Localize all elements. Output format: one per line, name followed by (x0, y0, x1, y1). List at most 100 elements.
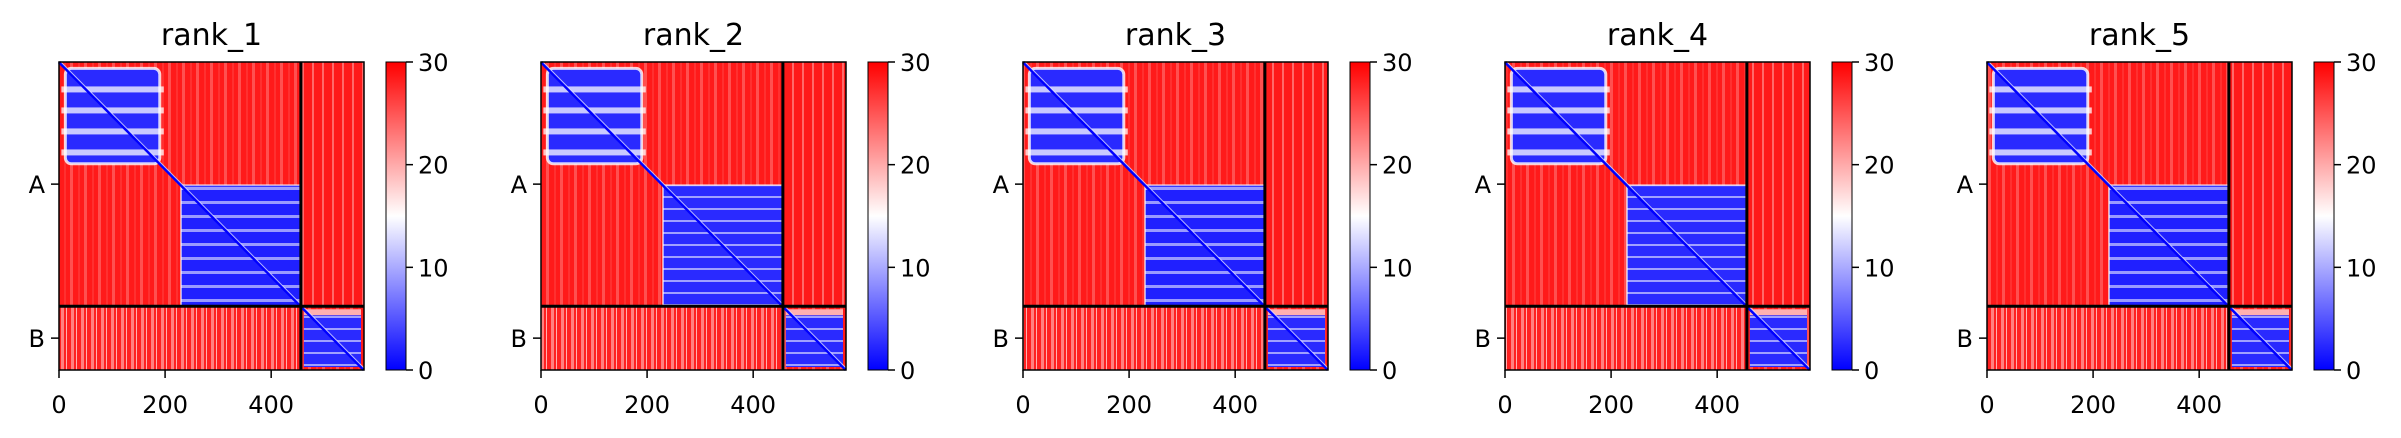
heatmap-panel-1: rank_1 0 200 400 A B 0 10 20 30 (29, 18, 449, 419)
colorbar (385, 61, 407, 371)
heatmap-domain-1-edge (1027, 66, 1126, 166)
colorbar (2313, 61, 2335, 371)
heatmap-chain-B-edge (1749, 309, 1807, 316)
colorbar-tick-label: 10 (1382, 254, 1413, 282)
colorbar-tick-label: 20 (1864, 152, 1895, 180)
heatmap-domain-1-edge (1509, 66, 1608, 166)
heatmap-panel-3: rank_3 0 200 400 A B 0 10 20 30 (993, 18, 1413, 419)
panel-title: rank_2 (643, 18, 744, 53)
heatmap-frame (1504, 61, 1811, 371)
heatmap-block-BA (1505, 306, 1747, 370)
heatmap-block-BA (1987, 306, 2229, 370)
heatmap-diagonal-highlight (60, 61, 367, 371)
heatmap-diagonal (1503, 60, 1812, 372)
y-tick-label: B (511, 325, 527, 353)
heatmap-domain-1-band (1025, 149, 1128, 156)
colorbar-tick-label: 20 (900, 152, 931, 180)
x-tick-label: 200 (2070, 391, 2116, 419)
x-tick-label: 0 (1497, 391, 1512, 419)
colorbar-tick-label: 30 (1382, 49, 1413, 77)
colorbar-tick-label: 0 (1382, 357, 1397, 385)
heatmap-block-BA (541, 306, 783, 370)
x-tick-label: 0 (51, 391, 66, 419)
x-tick-label: 200 (1106, 391, 1152, 419)
colorbar-tick-label: 10 (2346, 254, 2377, 282)
x-tick-label: 200 (142, 391, 188, 419)
x-tick-label: 400 (1212, 391, 1258, 419)
colorbar-tick-label: 0 (900, 357, 915, 385)
heatmap-domain-1-band (1507, 107, 1610, 114)
colorbar-tick-label: 0 (1864, 357, 1879, 385)
y-tick-label: B (29, 325, 45, 353)
heatmap-domain-1-band (543, 149, 646, 156)
heatmap-domain-1-band (1507, 128, 1610, 135)
y-tick-label: A (511, 171, 528, 199)
heatmap-domain-1-band (1507, 149, 1610, 156)
heatmap-frame (1022, 61, 1329, 371)
y-tick-label: A (29, 171, 46, 199)
heatmap-domain-1-band (61, 107, 164, 114)
heatmap-diagonal (1985, 60, 2294, 372)
heatmap-domain-1-band (1025, 86, 1128, 93)
heatmap-block-AB (2228, 62, 2292, 307)
heatmap-frame (58, 61, 365, 371)
colorbar-tick-label: 30 (2346, 49, 2377, 77)
heatmap-domain-1-band (1025, 107, 1128, 114)
heatmap-chain-B-edge (785, 309, 843, 316)
colorbar-tick-label: 10 (418, 254, 449, 282)
heatmap-panel-2: rank_2 0 200 400 A B 0 10 20 30 (511, 18, 931, 419)
colorbar-tick-label: 30 (900, 49, 931, 77)
heatmap-chain-B-edge (2231, 309, 2289, 316)
x-tick-label: 400 (730, 391, 776, 419)
colorbar-tick-label: 30 (418, 49, 449, 77)
heatmap-domain-1-edge (63, 66, 162, 166)
heatmap-block-BA (59, 306, 301, 370)
colorbar-tick-label: 0 (2346, 357, 2361, 385)
panel-title: rank_4 (1607, 18, 1708, 53)
heatmap-diagonal-highlight (1024, 61, 1331, 371)
colorbar (1831, 61, 1853, 371)
y-tick-label: A (1475, 171, 1492, 199)
heatmap-domain-1-band (543, 107, 646, 114)
heatmap-domain-1-band (1025, 128, 1128, 135)
heatmap-panel-5: rank_5 0 200 400 A B 0 10 20 30 (1957, 18, 2377, 419)
heatmap-domain-1-edge (545, 66, 644, 166)
colorbar (867, 61, 889, 371)
heatmap-panel-4: rank_4 0 200 400 A B 0 10 20 30 (1475, 18, 1895, 419)
x-tick-label: 400 (248, 391, 294, 419)
heatmap-chain-B-edge (303, 309, 361, 316)
heatmap-frame (540, 61, 847, 371)
y-tick-label: A (1957, 171, 1974, 199)
heatmap-domain-1-band (1989, 128, 2092, 135)
y-tick-label: A (993, 171, 1010, 199)
heatmap-block-AB (300, 62, 364, 307)
y-tick-label: B (1957, 325, 1973, 353)
heatmap-domain-1-band (1507, 86, 1610, 93)
heatmap-domain-1-band (61, 128, 164, 135)
heatmap-domain-1-edge (1991, 66, 2090, 166)
heatmap-diagonal (1021, 60, 1330, 372)
colorbar-tick-label: 30 (1864, 49, 1895, 77)
heatmap-domain-1-band (1989, 149, 2092, 156)
y-tick-label: B (1475, 325, 1491, 353)
heatmap-block-AB (1746, 62, 1810, 307)
heatmap-frame (1986, 61, 2293, 371)
panel-title: rank_5 (2089, 18, 2190, 53)
colorbar-tick-label: 0 (418, 357, 433, 385)
heatmap-diagonal-highlight (1506, 61, 1813, 371)
heatmap-block-AB (782, 62, 846, 307)
x-tick-label: 0 (1979, 391, 1994, 419)
heatmap-domain-1-band (61, 86, 164, 93)
colorbar-tick-label: 10 (900, 254, 931, 282)
x-tick-label: 0 (533, 391, 548, 419)
heatmap-diagonal (539, 60, 848, 372)
panel-title: rank_3 (1125, 18, 1226, 53)
y-tick-label: B (993, 325, 1009, 353)
x-tick-label: 0 (1015, 391, 1030, 419)
heatmap-domain-1-band (1989, 107, 2092, 114)
x-tick-label: 400 (2176, 391, 2222, 419)
x-tick-label: 200 (1588, 391, 1634, 419)
panel-title: rank_1 (161, 18, 262, 53)
heatmap-domain-1-band (543, 86, 646, 93)
